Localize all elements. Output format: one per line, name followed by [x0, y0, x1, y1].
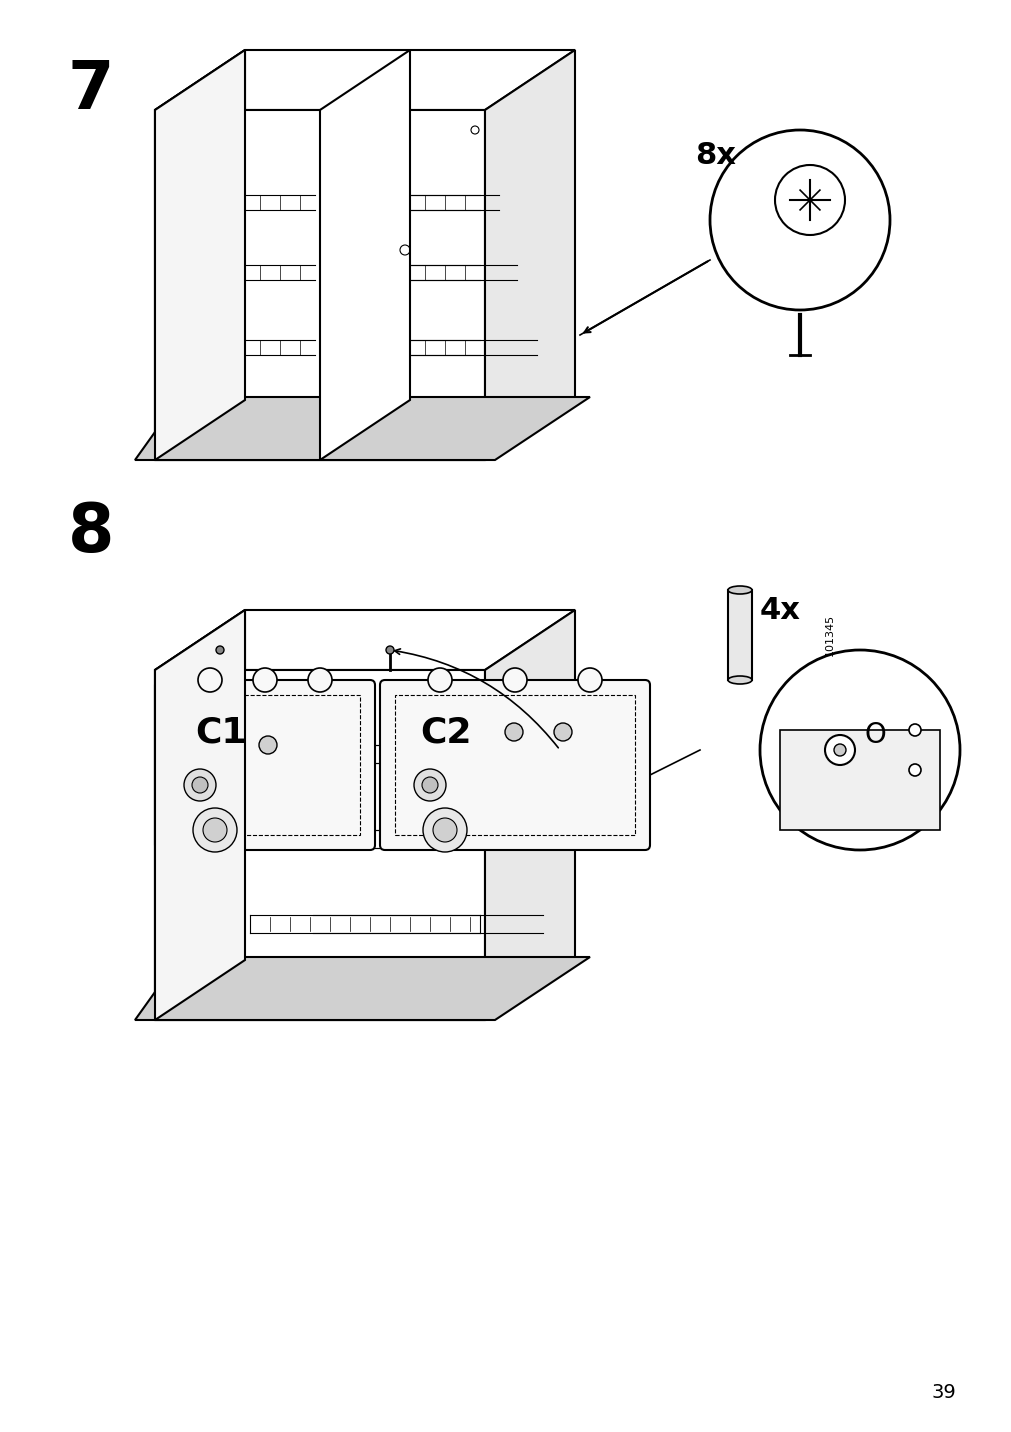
Bar: [394, 695, 634, 835]
Circle shape: [253, 667, 277, 692]
Polygon shape: [155, 400, 574, 460]
Circle shape: [385, 646, 393, 654]
Polygon shape: [134, 397, 589, 460]
Circle shape: [193, 808, 237, 852]
Text: 7: 7: [68, 57, 114, 123]
Circle shape: [428, 667, 452, 692]
Text: 39: 39: [930, 1383, 955, 1402]
FancyBboxPatch shape: [379, 680, 649, 851]
Circle shape: [203, 818, 226, 842]
Text: C2: C2: [420, 715, 471, 749]
Polygon shape: [155, 110, 484, 460]
Polygon shape: [484, 610, 574, 1020]
Text: 4x: 4x: [759, 596, 800, 624]
Polygon shape: [155, 670, 484, 1020]
Circle shape: [215, 646, 223, 654]
Text: 8x: 8x: [695, 140, 735, 169]
Bar: [727, 590, 751, 680]
Ellipse shape: [727, 586, 751, 594]
Circle shape: [577, 667, 602, 692]
Polygon shape: [155, 610, 245, 1020]
Circle shape: [908, 765, 920, 776]
Circle shape: [184, 769, 215, 800]
Circle shape: [502, 667, 527, 692]
Text: C1: C1: [195, 715, 247, 749]
Circle shape: [833, 745, 845, 756]
Text: 101345: 101345: [824, 614, 834, 656]
Circle shape: [423, 808, 466, 852]
Polygon shape: [484, 50, 574, 460]
Circle shape: [759, 650, 959, 851]
Polygon shape: [155, 50, 245, 460]
Circle shape: [553, 723, 571, 740]
Circle shape: [433, 818, 457, 842]
Ellipse shape: [727, 676, 751, 684]
Circle shape: [413, 769, 446, 800]
Polygon shape: [779, 730, 939, 831]
Text: O: O: [863, 720, 885, 749]
Circle shape: [198, 667, 221, 692]
Polygon shape: [155, 50, 574, 110]
Circle shape: [192, 778, 208, 793]
Polygon shape: [134, 957, 589, 1020]
Circle shape: [504, 723, 523, 740]
Polygon shape: [155, 610, 245, 1020]
Circle shape: [259, 736, 277, 755]
Circle shape: [908, 725, 920, 736]
Text: 8: 8: [68, 500, 114, 566]
Polygon shape: [155, 959, 574, 1020]
Circle shape: [422, 778, 438, 793]
Circle shape: [307, 667, 332, 692]
Circle shape: [824, 735, 854, 765]
Polygon shape: [155, 50, 245, 460]
Bar: [170, 695, 360, 835]
FancyBboxPatch shape: [155, 680, 375, 851]
Polygon shape: [319, 50, 409, 460]
Polygon shape: [155, 610, 574, 670]
